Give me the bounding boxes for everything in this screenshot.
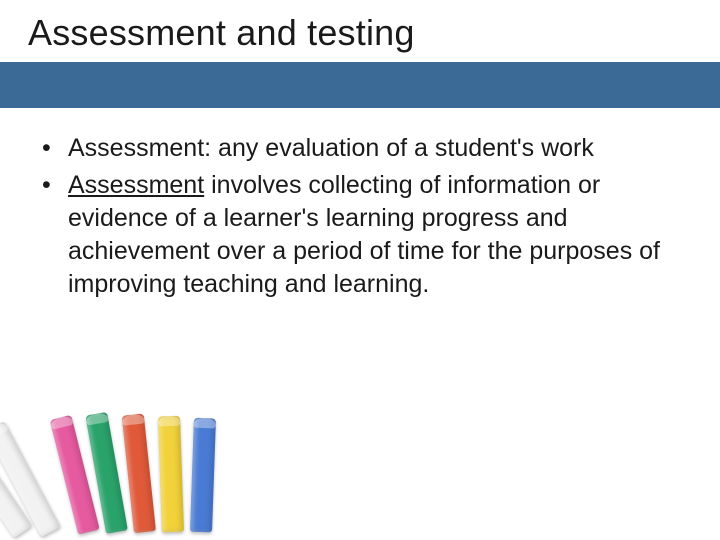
header-blue-bar [0,62,720,108]
slide-title: Assessment and testing [28,12,415,54]
header-band: Assessment and testing [0,0,720,108]
chalk-stick [122,413,156,533]
bullet-item: Assessment: any evaluation of a student'… [42,132,684,165]
bullet-underlined-lead: Assessment [68,171,204,199]
bullet-prefix: Assessment: [68,134,211,162]
chalk-stick [190,418,216,533]
bullet-list: Assessment: any evaluation of a student'… [42,132,684,301]
chalk-image [0,390,270,540]
bullet-text: any evaluation of a student's work [211,134,594,162]
body-text: Assessment: any evaluation of a student'… [42,132,684,305]
slide: Assessment and testing Assessment: any e… [0,0,720,540]
chalk-stick [158,416,184,533]
bullet-item: Assessment involves collecting of inform… [42,169,684,301]
